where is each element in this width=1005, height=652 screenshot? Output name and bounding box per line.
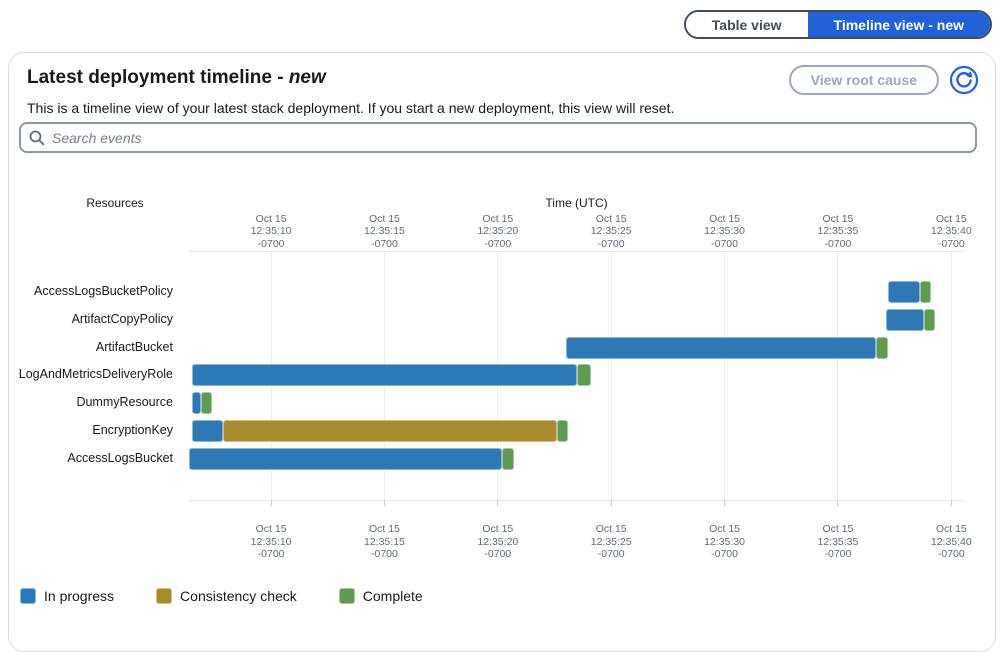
time-tick-label: Oct 15 12:35:10 -0700: [250, 523, 292, 560]
timeline-view-toggle[interactable]: Timeline view - new: [807, 12, 990, 37]
resource-label: ArtifactCopyPolicy: [71, 311, 173, 326]
resource-labels-column: AccessLogsBucketPolicy ArtifactCopyPolicy…: [9, 251, 181, 501]
tick-mark: [950, 500, 952, 506]
legend-item-consistency_check: Consistency check: [156, 588, 297, 604]
tick-mark: [383, 500, 385, 506]
tick-mark: [270, 500, 272, 506]
search-box: [19, 122, 977, 153]
search-input[interactable]: [52, 129, 967, 146]
resource-label: DummyResource: [76, 395, 173, 410]
legend-swatch-consistency_check: [156, 588, 173, 604]
table-view-toggle[interactable]: Table view: [685, 12, 808, 37]
bar-segment-in_progress[interactable]: [885, 308, 925, 331]
time-axis-bottom: Oct 15 12:35:10 -0700 Oct 15 12:35:15 -07…: [189, 513, 972, 560]
page-title-text: Latest deployment timeline -: [27, 67, 289, 88]
bar-segment-complete[interactable]: [556, 419, 569, 442]
legend-item-complete: Complete: [338, 588, 423, 604]
gridline: [837, 252, 839, 500]
legend-label: In progress: [44, 588, 115, 604]
bar-segment-in_progress[interactable]: [189, 447, 503, 470]
page-title: Latest deployment timeline - new: [27, 65, 326, 89]
legend: In progress Consistency check Complete: [20, 588, 423, 604]
resource-label: AccessLogsBucketPolicy: [34, 284, 173, 298]
gridline: [724, 252, 726, 500]
legend-swatch-in_progress: [20, 588, 36, 604]
legend-swatch-complete: [338, 588, 355, 604]
time-tick-label: Oct 15 12:35:20 -0700: [477, 212, 519, 250]
view-root-cause-button[interactable]: View root cause: [788, 65, 939, 95]
time-axis-top: Oct 15 12:35:10 -0700 Oct 15 12:35:15 -07…: [189, 208, 972, 254]
tick-mark: [497, 500, 499, 506]
deployment-timeline-chart: Resources Time (UTC) Oct 15 12:35:10 -07…: [9, 53, 995, 651]
bar-segment-complete[interactable]: [200, 392, 213, 415]
legend-label: Complete: [362, 588, 423, 604]
bar-segment-complete[interactable]: [876, 336, 888, 359]
tick-mark: [610, 500, 612, 506]
bar-segment-in_progress[interactable]: [887, 281, 920, 303]
bar-segment-in_progress[interactable]: [191, 419, 224, 442]
gridline: [950, 252, 952, 500]
tick-mark: [837, 500, 839, 506]
time-tick-label: Oct 15 12:35:30 -0700: [704, 212, 745, 250]
search-icon: [29, 130, 45, 145]
bar-segment-complete[interactable]: [577, 364, 591, 387]
legend-item-in_progress: In progress: [20, 588, 114, 604]
time-tick-label: Oct 15 12:35:20 -0700: [477, 523, 519, 560]
time-tick-label: Oct 15 12:35:10 -0700: [250, 212, 292, 250]
card-header: Latest deployment timeline - new View ro…: [27, 65, 979, 95]
deployment-timeline-card: Latest deployment timeline - new View ro…: [8, 52, 996, 652]
timeline-plot: [189, 251, 964, 506]
view-toggle: Table view Timeline view - new: [683, 10, 992, 39]
header-actions: View root cause: [788, 65, 979, 95]
time-tick-label: Oct 15 12:35:35 -0700: [817, 212, 859, 250]
time-tick-label: Oct 15 12:35:30 -0700: [704, 523, 745, 560]
gridline: [610, 252, 612, 500]
refresh-button[interactable]: [949, 65, 979, 95]
bar-segment-consistency_check[interactable]: [223, 419, 557, 442]
time-tick-label: Oct 15 12:35:25 -0700: [590, 523, 632, 560]
time-tick-label: Oct 15 12:35:40 -0700: [930, 523, 972, 560]
time-tick-label: Oct 15 12:35:35 -0700: [817, 523, 859, 560]
bar-segment-in_progress[interactable]: [191, 392, 201, 415]
bar-segment-complete[interactable]: [919, 281, 931, 303]
bar-segment-in_progress[interactable]: [191, 364, 578, 387]
refresh-icon: [949, 65, 979, 95]
resource-label: LogAndMetricsDeliveryRole: [18, 367, 173, 382]
bar-segment-in_progress[interactable]: [565, 336, 877, 359]
resource-label: EncryptionKey: [92, 422, 173, 437]
description: This is a timeline view of your latest s…: [27, 100, 675, 116]
resource-label: ArtifactBucket: [95, 339, 173, 354]
time-tick-label: Oct 15 12:35:25 -0700: [590, 212, 632, 250]
page-title-new-badge: new: [288, 67, 326, 88]
time-tick-label: Oct 15 12:35:15 -0700: [364, 523, 405, 560]
time-tick-label: Oct 15 12:35:40 -0700: [930, 212, 972, 250]
resource-label: AccessLogsBucket: [67, 450, 173, 465]
legend-label: Consistency check: [180, 588, 297, 604]
tick-mark: [724, 500, 726, 506]
time-axis-label: Time (UTC): [545, 196, 608, 210]
bar-segment-complete[interactable]: [924, 308, 936, 331]
resources-axis-label: Resources: [86, 196, 144, 210]
time-tick-label: Oct 15 12:35:15 -0700: [364, 212, 405, 250]
bar-segment-complete[interactable]: [502, 447, 514, 470]
